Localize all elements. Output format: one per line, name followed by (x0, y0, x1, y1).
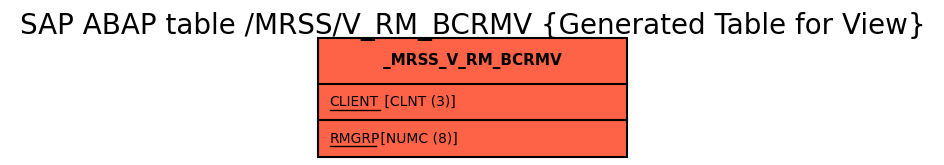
Text: RMGRP: RMGRP (329, 132, 379, 146)
Text: _MRSS_V_RM_BCRMV: _MRSS_V_RM_BCRMV (382, 53, 562, 69)
Text: CLIENT: CLIENT (329, 95, 379, 109)
FancyBboxPatch shape (318, 38, 626, 157)
Text: [CLNT (3)]: [CLNT (3)] (379, 95, 455, 109)
Text: SAP ABAP table /MRSS/V_RM_BCRMV {Generated Table for View}: SAP ABAP table /MRSS/V_RM_BCRMV {Generat… (20, 12, 924, 41)
Text: [NUMC (8)]: [NUMC (8)] (376, 132, 457, 146)
